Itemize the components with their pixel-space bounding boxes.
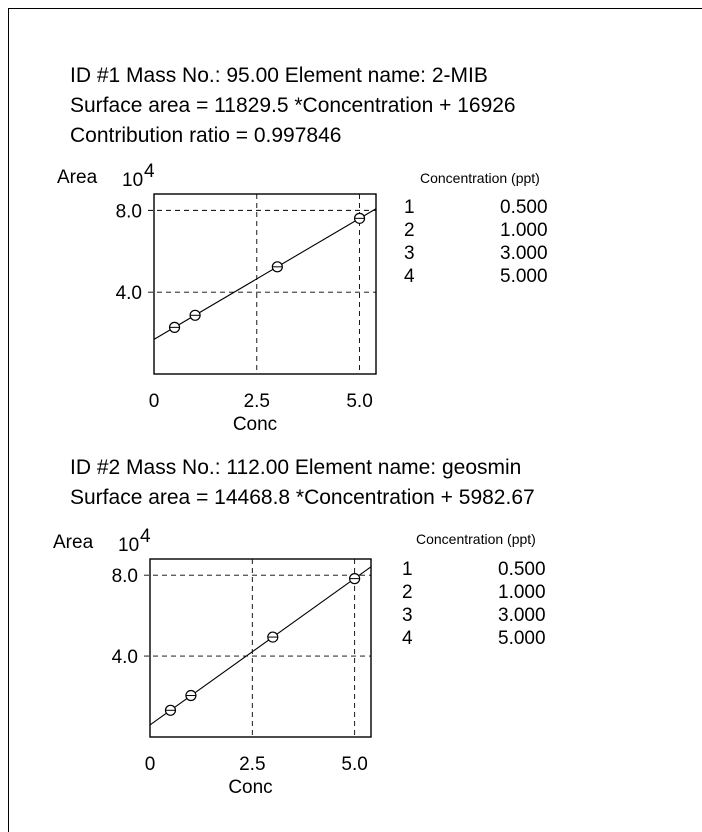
header-line-3: Contribution ratio = 0.997846 [70,124,342,147]
chart-1: 4.0 8.0 0 2.5 5.0 Conc Area 10 4 [57,161,377,435]
page-frame [8,8,702,832]
concentration-table: 1 0.500 2 1.000 3 3.000 4 5.000 [402,558,546,650]
row-number: 2 [404,220,415,241]
row-concentration: 5.000 [498,628,546,649]
y-axis-title: Area [57,167,98,188]
header-line-2: Surface area = 14468.8 *Concentration + … [70,486,535,509]
row-concentration: 3.000 [498,605,546,626]
y-exponent-base: 10 [122,170,143,191]
y-tick-label: 8.0 [112,566,138,587]
concentration-table: 1 0.500 2 1.000 3 3.000 4 5.000 [404,196,548,288]
row-concentration: 0.500 [500,197,548,218]
y-axis-title: Area [53,532,94,553]
row-number: 3 [402,605,413,626]
y-exponent-power: 4 [144,161,155,182]
x-tick-label: 0 [145,754,156,775]
x-tick-label: 5.0 [341,754,367,775]
row-number: 3 [404,243,415,264]
header-line-2: Surface area = 11829.5 *Concentration + … [70,94,516,117]
x-axis-title: Conc [228,777,272,798]
row-number: 1 [402,559,413,580]
x-tick-label: 0 [149,391,160,412]
chart-2: 4.0 8.0 0 2.5 5.0 Conc Area 10 4 [53,526,372,798]
table-row: 4 5.000 [402,627,546,650]
x-tick-label: 2.5 [244,391,270,412]
y-tick-label: 4.0 [116,283,142,304]
row-concentration: 1.000 [500,220,548,241]
row-number: 2 [402,582,413,603]
x-axis-title: Conc [233,414,277,435]
row-number: 4 [402,628,413,649]
row-concentration: 0.500 [498,559,546,580]
table-row: 3 3.000 [402,604,546,627]
table-title: Concentration (ppt) [420,170,540,186]
plot-frame [149,558,372,738]
table-row: 1 0.500 [404,196,548,219]
table-row: 2 1.000 [404,219,548,242]
row-concentration: 5.000 [500,266,548,287]
y-exponent-base: 10 [118,535,139,556]
table-row: 3 3.000 [404,242,548,265]
y-tick-label: 4.0 [112,647,138,668]
row-number: 4 [404,266,415,287]
table-row: 2 1.000 [402,581,546,604]
header-line-1: ID #1 Mass No.: 95.00 Element name: 2-MI… [70,64,488,87]
row-concentration: 3.000 [500,243,548,264]
table-title: Concentration (ppt) [416,531,536,547]
row-number: 1 [404,197,415,218]
row-concentration: 1.000 [498,582,546,603]
y-exponent-power: 4 [140,526,151,547]
fit-line [149,566,372,726]
y-tick-label: 8.0 [116,201,142,222]
table-row: 4 5.000 [404,265,548,288]
fit-line [153,208,377,340]
plot-frame [153,193,377,375]
x-tick-label: 5.0 [346,391,372,412]
x-tick-label: 2.5 [239,754,265,775]
table-row: 1 0.500 [402,558,546,581]
header-line-1: ID #2 Mass No.: 112.00 Element name: geo… [70,456,522,479]
